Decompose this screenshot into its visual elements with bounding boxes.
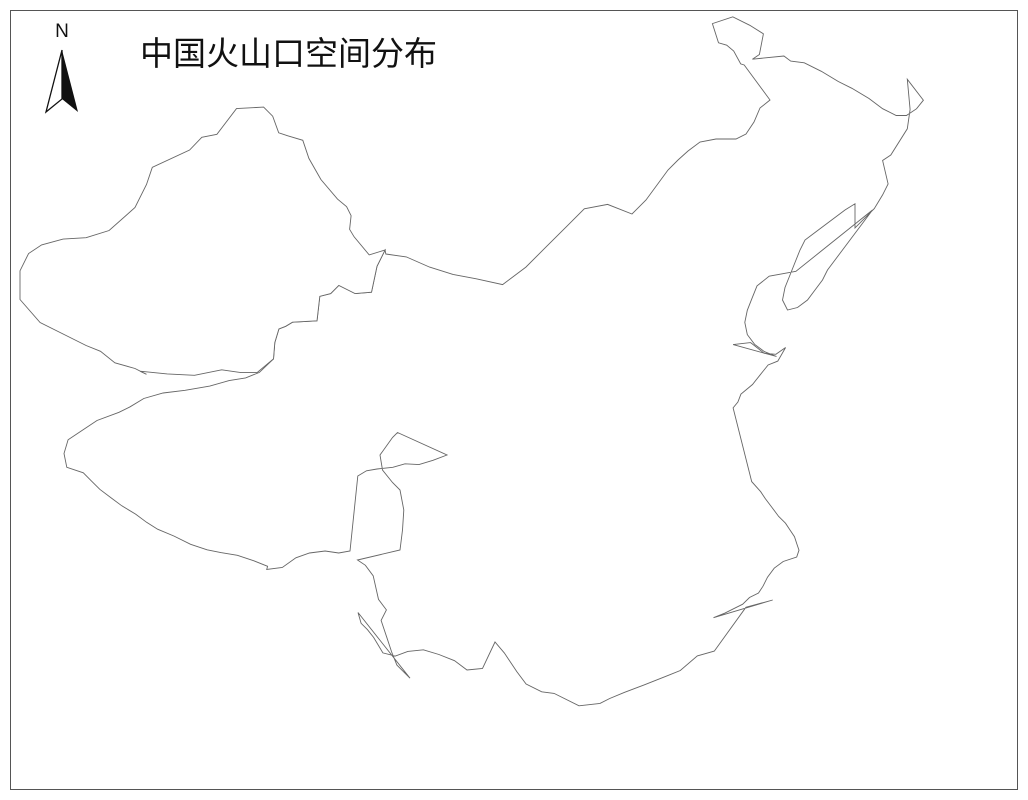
svg-text:中国火山口空间分布: 中国火山口空间分布: [140, 35, 437, 72]
svg-text:N: N: [55, 21, 69, 42]
